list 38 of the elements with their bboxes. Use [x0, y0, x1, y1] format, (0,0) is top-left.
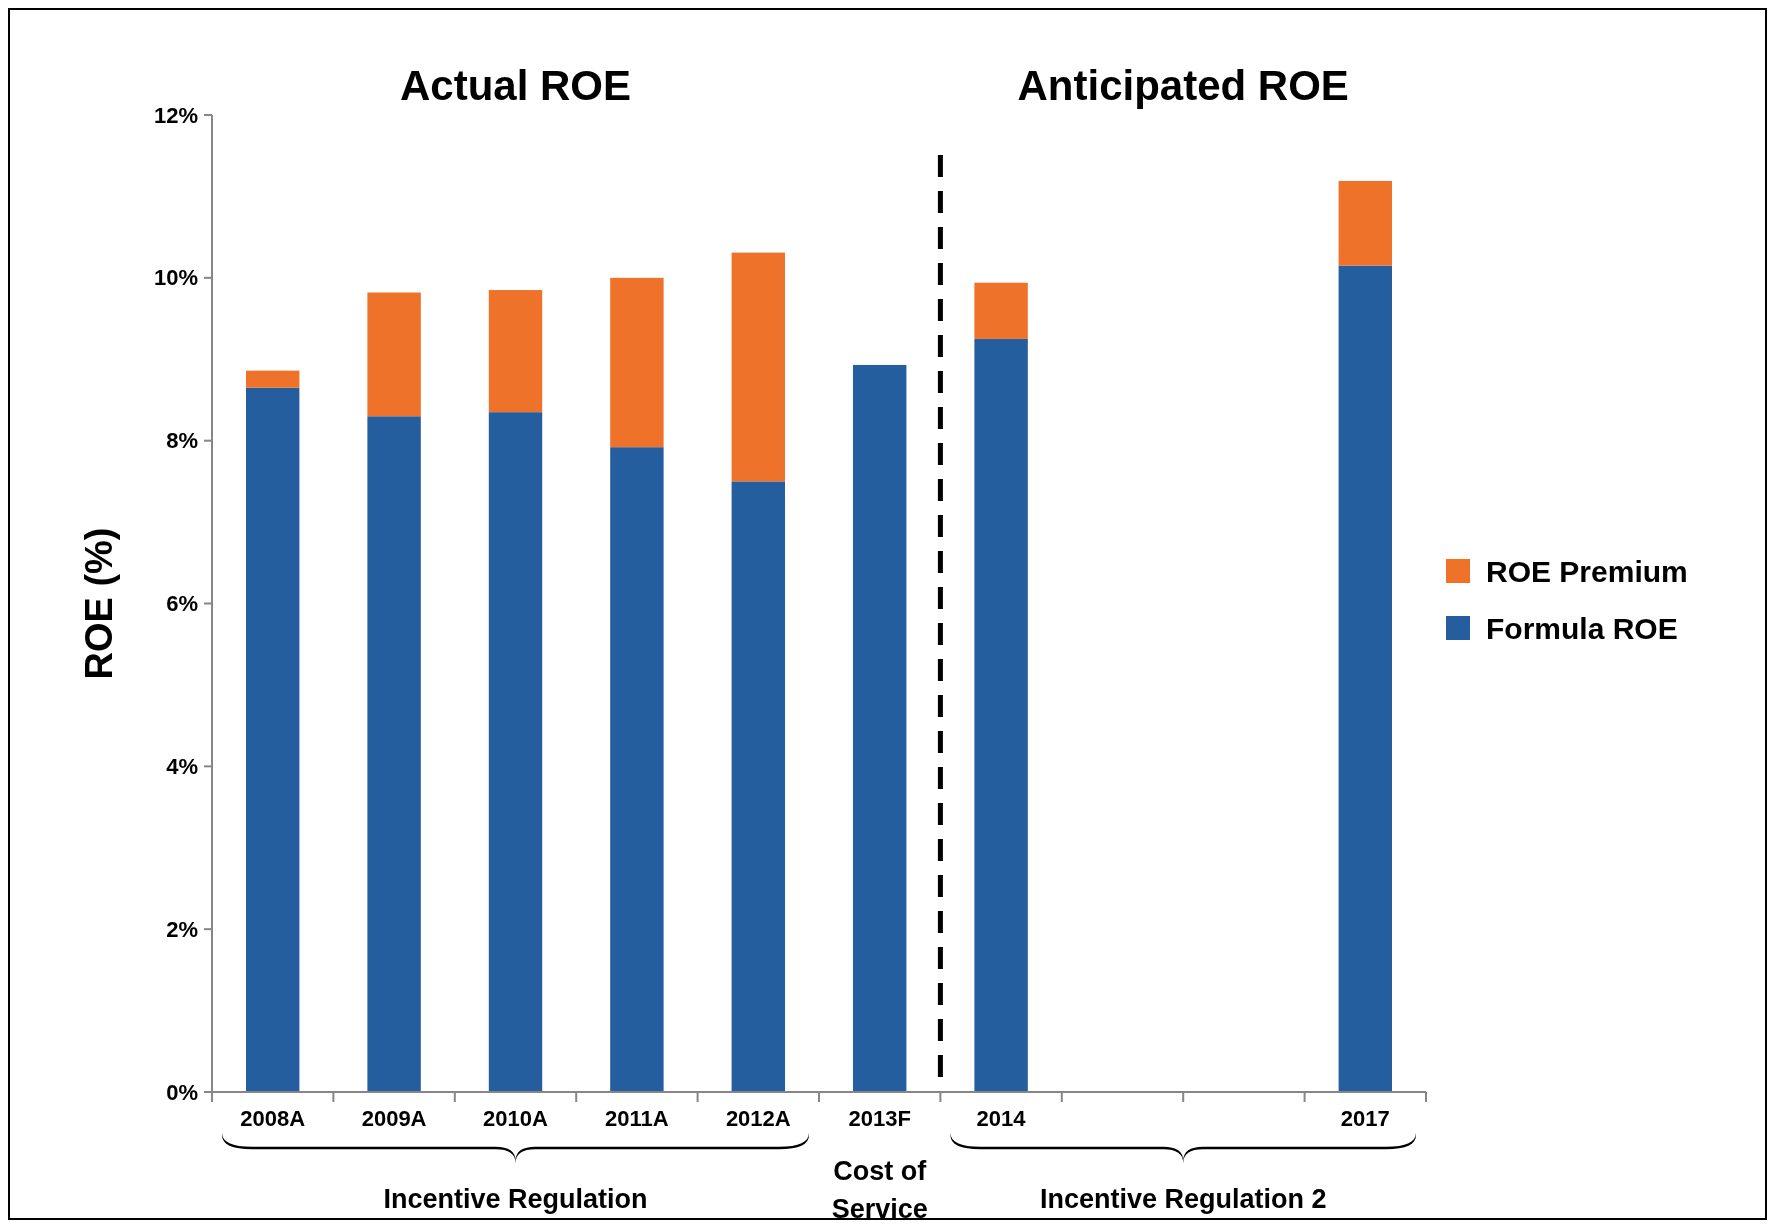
x-tick-label: 2009A	[361, 1106, 427, 1131]
bar	[488, 290, 543, 413]
x-tick-label: 2010A	[483, 1106, 549, 1131]
bar	[1338, 265, 1393, 1092]
bar	[974, 338, 1028, 1092]
legend-label: ROE Premium	[1486, 554, 1688, 588]
bar	[1338, 180, 1393, 266]
bar	[367, 292, 421, 417]
y-axis-title: ROE (%)	[78, 527, 120, 680]
y-tick-label: 10%	[153, 265, 198, 291]
text: Cost of Service	[831, 1156, 928, 1224]
bar	[731, 252, 786, 482]
y-tick-label: 12%	[153, 102, 198, 128]
bar	[367, 416, 421, 1092]
y-tick-label: 2%	[166, 916, 198, 942]
bar	[245, 370, 300, 388]
x-tick-label: 2014	[976, 1106, 1027, 1131]
y-tick-label: 6%	[166, 591, 198, 616]
x-tick-label: 2011A	[605, 1106, 669, 1131]
x-tick-label: 2012A	[725, 1106, 791, 1131]
y-tick-label: 4%	[166, 753, 198, 779]
text: Incentive Regulation 2	[1039, 1184, 1327, 1214]
text: Anticipated ROE	[1017, 62, 1349, 109]
x-tick-label: 2017	[1340, 1106, 1390, 1131]
bar	[245, 387, 300, 1092]
x-tick-label: 2013F	[848, 1106, 911, 1131]
text: Incentive Regulation	[383, 1184, 648, 1214]
x-tick-label: 2008A	[240, 1106, 306, 1131]
bar	[731, 481, 786, 1092]
y-tick-label: 0%	[166, 1079, 198, 1105]
bar	[852, 364, 907, 1092]
y-tick-label: 8%	[166, 428, 198, 454]
legend-label: Formula ROE	[1486, 611, 1678, 645]
bar	[488, 412, 543, 1092]
bar	[974, 282, 1028, 339]
bar	[610, 277, 664, 448]
text: Actual ROE	[399, 62, 632, 109]
bar	[610, 447, 664, 1092]
